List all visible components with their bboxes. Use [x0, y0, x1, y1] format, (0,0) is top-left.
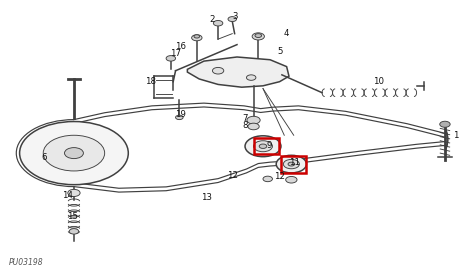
Text: 3: 3 — [232, 12, 238, 21]
Text: PU03198: PU03198 — [9, 258, 44, 267]
Circle shape — [255, 34, 262, 38]
Circle shape — [254, 141, 273, 152]
Circle shape — [259, 144, 267, 148]
Circle shape — [248, 123, 259, 130]
Text: 10: 10 — [374, 77, 384, 86]
Text: 7: 7 — [242, 114, 248, 123]
Text: 4: 4 — [284, 29, 289, 38]
Text: 19: 19 — [175, 110, 186, 119]
Text: 16: 16 — [175, 41, 186, 51]
Text: 6: 6 — [41, 153, 47, 162]
Circle shape — [247, 116, 260, 124]
Text: 9: 9 — [266, 141, 272, 150]
Text: 2: 2 — [210, 15, 215, 24]
Circle shape — [276, 155, 307, 173]
Text: 1: 1 — [453, 131, 458, 140]
Circle shape — [288, 162, 295, 166]
Text: 12: 12 — [274, 172, 285, 181]
Text: 14: 14 — [62, 191, 73, 200]
Circle shape — [166, 56, 175, 61]
Bar — [281, 156, 306, 173]
Circle shape — [283, 160, 300, 169]
Circle shape — [246, 75, 256, 80]
Circle shape — [43, 135, 105, 171]
Circle shape — [213, 20, 223, 26]
Circle shape — [252, 33, 264, 40]
Text: 13: 13 — [201, 193, 212, 201]
Circle shape — [228, 17, 237, 22]
Circle shape — [68, 189, 80, 197]
Text: 18: 18 — [146, 77, 156, 86]
Text: 5: 5 — [278, 47, 283, 56]
Polygon shape — [187, 57, 289, 87]
Circle shape — [64, 148, 83, 159]
Circle shape — [263, 176, 273, 182]
Circle shape — [19, 121, 128, 185]
Text: 8: 8 — [242, 121, 248, 130]
Circle shape — [194, 35, 200, 38]
Circle shape — [245, 136, 281, 157]
Text: 17: 17 — [170, 49, 181, 58]
Circle shape — [69, 229, 79, 234]
Text: 11: 11 — [289, 158, 300, 167]
Circle shape — [175, 115, 183, 120]
Text: 15: 15 — [67, 212, 78, 221]
Circle shape — [440, 121, 450, 127]
Circle shape — [191, 35, 202, 41]
Circle shape — [286, 176, 297, 183]
Text: 12: 12 — [227, 171, 238, 180]
Bar — [255, 138, 279, 155]
Circle shape — [212, 67, 224, 74]
